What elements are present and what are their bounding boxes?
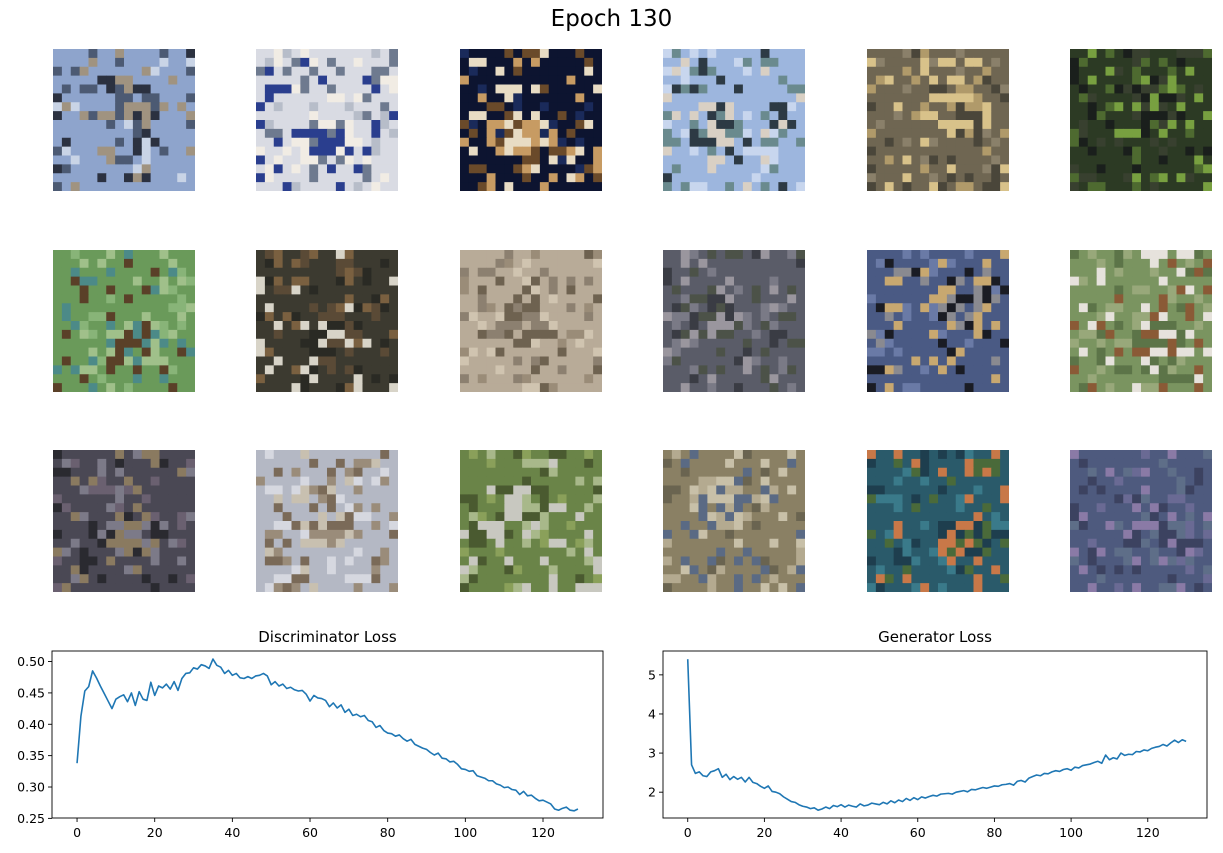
generator-ytick-label: 2 bbox=[648, 785, 656, 800]
discriminator-ytick-label: 0.25 bbox=[17, 811, 45, 826]
generator-xtick-label: 20 bbox=[756, 825, 772, 840]
sample-tile-9 bbox=[460, 250, 602, 392]
discriminator-ytick-label: 0.30 bbox=[17, 780, 45, 795]
sample-tile-3 bbox=[460, 49, 602, 191]
sample-tile-12 bbox=[1070, 250, 1212, 392]
discriminator-ytick-label: 0.35 bbox=[17, 748, 45, 763]
generator-xtick-label: 0 bbox=[684, 825, 692, 840]
sample-tile-11 bbox=[867, 250, 1009, 392]
generator-xtick-label: 60 bbox=[910, 825, 926, 840]
sample-tile-6 bbox=[1070, 49, 1212, 191]
sample-tile-18 bbox=[1070, 450, 1212, 592]
sample-tile-8 bbox=[256, 250, 398, 392]
sample-tile-4 bbox=[663, 49, 805, 191]
sample-tile-2 bbox=[256, 49, 398, 191]
discriminator-xtick-label: 120 bbox=[531, 825, 555, 840]
discriminator-xtick-label: 60 bbox=[302, 825, 318, 840]
discriminator-ytick-label: 0.45 bbox=[17, 685, 45, 700]
sample-tile-10 bbox=[663, 250, 805, 392]
generator-chart-title: Generator Loss bbox=[878, 628, 992, 646]
discriminator-ytick-label: 0.40 bbox=[17, 717, 45, 732]
sample-tile-13 bbox=[53, 450, 195, 592]
discriminator-xtick-label: 80 bbox=[380, 825, 396, 840]
sample-tile-15 bbox=[460, 450, 602, 592]
discriminator-xtick-label: 20 bbox=[147, 825, 163, 840]
generator-xtick-label: 40 bbox=[833, 825, 849, 840]
generator-ytick-label: 4 bbox=[648, 706, 656, 721]
generator-loss-line bbox=[686, 659, 1187, 811]
sample-tile-14 bbox=[256, 450, 398, 592]
generator-xtick-label: 80 bbox=[986, 825, 1002, 840]
sample-tile-17 bbox=[867, 450, 1009, 592]
discriminator-ytick-label: 0.50 bbox=[17, 654, 45, 669]
sample-tile-5 bbox=[867, 49, 1009, 191]
generator-xtick-label: 100 bbox=[1059, 825, 1083, 840]
discriminator-loss-line bbox=[76, 658, 579, 812]
discriminator-chart-title: Discriminator Loss bbox=[258, 628, 397, 646]
sample-tile-1 bbox=[53, 49, 195, 191]
discriminator-xtick-label: 100 bbox=[453, 825, 477, 840]
discriminator-xtick-label: 40 bbox=[224, 825, 240, 840]
generator-ytick-label: 3 bbox=[648, 746, 656, 761]
discriminator-xtick-label: 0 bbox=[73, 825, 81, 840]
generator-axes-frame bbox=[662, 650, 1208, 819]
figure-suptitle: Epoch 130 bbox=[550, 6, 673, 32]
generator-ytick-label: 5 bbox=[648, 667, 656, 682]
discriminator-axes-frame bbox=[51, 650, 604, 819]
sample-tile-16 bbox=[663, 450, 805, 592]
sample-tile-7 bbox=[53, 250, 195, 392]
generator-xtick-label: 120 bbox=[1136, 825, 1160, 840]
